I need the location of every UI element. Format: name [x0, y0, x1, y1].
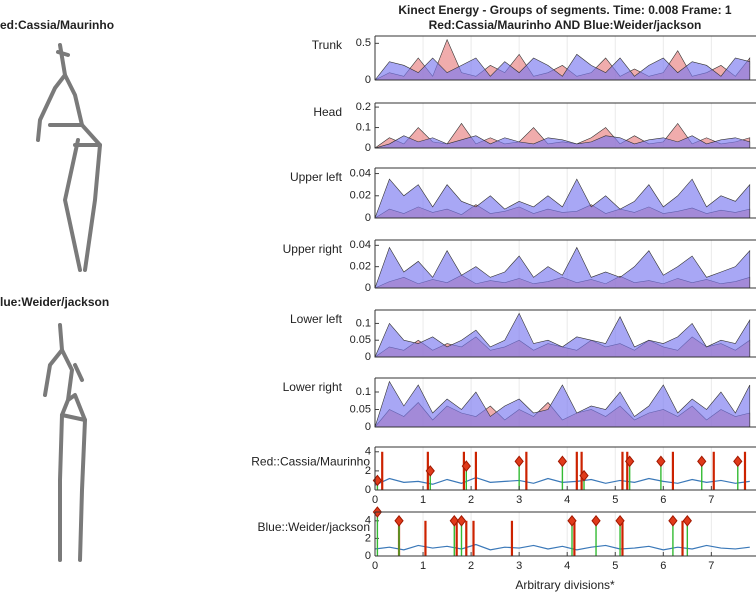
line: [374, 543, 750, 551]
stem-marker: [668, 514, 678, 527]
y-tick-label: 0.5: [356, 37, 371, 49]
area: [374, 53, 751, 81]
x-tick-label: 1: [420, 560, 426, 572]
y-tick-label: 0.04: [350, 239, 371, 251]
skeleton-blue: [43, 323, 87, 562]
stem-marker: [615, 514, 625, 527]
stem-marker: [697, 455, 707, 468]
x-tick-label: 0: [372, 560, 378, 572]
y-tick-label: 0: [365, 421, 371, 433]
y-tick-label: 0: [365, 484, 371, 496]
stem-marker: [625, 455, 635, 468]
y-tick-label: 0: [365, 550, 371, 562]
x-tick-label: 6: [660, 560, 666, 572]
x-tick-label: 3: [516, 560, 522, 572]
title: Kinect Energy - Groups of segments. Time…: [398, 3, 732, 17]
y-tick-label: 0: [365, 142, 371, 154]
y-tick-label: 0.02: [350, 190, 371, 202]
stem-marker: [656, 455, 666, 468]
x-tick-label: 2: [468, 560, 474, 572]
y-axis-label: Upper right: [283, 242, 343, 256]
y-tick-label: 2: [365, 532, 371, 544]
stem-marker: [567, 514, 577, 527]
stem-marker: [394, 514, 404, 527]
y-tick-label: 0.1: [356, 121, 371, 133]
stem-marker: [591, 514, 601, 527]
y-axis-label: Upper left: [290, 170, 343, 184]
x-tick-label: 2: [468, 494, 474, 506]
area: [374, 246, 751, 289]
y-tick-label: 4: [365, 515, 371, 527]
stem-marker: [425, 465, 435, 477]
y-tick-label: 0: [365, 282, 371, 294]
title: Red:Cassia/Maurinho AND Blue:Weider/jack…: [429, 18, 702, 32]
stem-marker: [557, 455, 568, 468]
y-tick-label: 0: [365, 212, 371, 224]
x-tick-label: 1: [420, 494, 426, 506]
y-tick-label: 0.05: [350, 334, 371, 346]
y-tick-label: 4: [365, 446, 371, 458]
y-tick-label: 0.1: [356, 386, 371, 398]
y-tick-label: 0: [365, 351, 371, 363]
y-tick-label: 0.2: [356, 101, 371, 113]
skeleton-red: [36, 43, 102, 272]
stem-marker: [514, 455, 524, 468]
x-tick-label: 7: [708, 494, 714, 506]
area: [374, 178, 751, 219]
area: [374, 312, 751, 358]
area: [374, 135, 751, 149]
y-tick-label: 0.1: [356, 317, 371, 329]
x-tick-label: 0: [372, 494, 378, 506]
stem-marker: [461, 460, 471, 472]
y-tick-label: 2: [365, 465, 371, 477]
y-axis-label: Lower left: [290, 312, 343, 326]
x-tick-label: 6: [660, 494, 666, 506]
y-axis-label: Trunk: [312, 38, 343, 52]
y-tick-label: 0: [365, 74, 371, 86]
stem-marker: [449, 514, 459, 527]
x-tick-label: 5: [612, 560, 618, 572]
y-tick-label: 0.02: [350, 261, 371, 273]
skeleton-label: lue:Weider/jackson: [0, 295, 109, 309]
x-tick-label: 5: [612, 494, 618, 506]
skeleton-label: ed:Cassia/Maurinho: [0, 18, 114, 32]
y-axis-label: Blue::Weider/jackson: [258, 520, 371, 534]
y-tick-label: 0.04: [350, 167, 371, 179]
stem-marker: [579, 469, 589, 482]
stem-marker: [456, 514, 467, 527]
y-tick-label: 0.05: [350, 403, 371, 415]
x-tick-label: 7: [708, 560, 714, 572]
y-axis-label: Head: [313, 105, 342, 119]
x-tick-label: 4: [564, 560, 570, 572]
y-axis-label: Lower right: [283, 380, 343, 394]
x-axis-label: Arbitrary divisions*: [515, 578, 615, 592]
stem-marker: [682, 514, 692, 527]
stem-marker: [733, 455, 743, 468]
x-tick-label: 4: [564, 494, 570, 506]
plots: 0 0.5 Trunk 0 0.1 0.2 Head 0 0.02 0.04 Upper left 0…: [251, 35, 756, 592]
area: [374, 380, 751, 428]
x-tick-label: 3: [516, 494, 522, 506]
y-axis-label: Red::Cassia/Maurinho: [251, 455, 370, 469]
